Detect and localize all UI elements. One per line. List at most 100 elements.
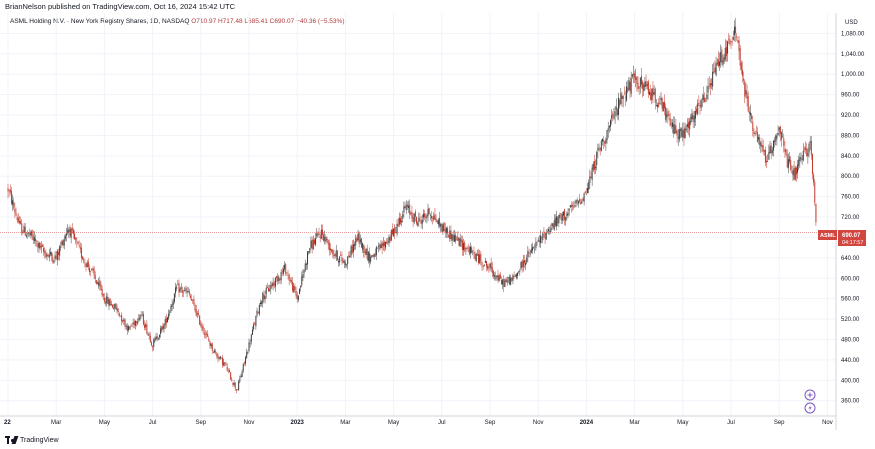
candle-body: [245, 357, 247, 364]
candle-body: [247, 352, 249, 354]
candle-body: [324, 236, 326, 241]
candle-body: [811, 154, 813, 175]
candle-body: [652, 87, 654, 97]
candle-body: [593, 161, 595, 170]
candle-body: [111, 304, 113, 308]
candle-body: [171, 304, 173, 308]
candle-body: [355, 238, 357, 246]
candle-body: [276, 276, 278, 278]
candle-body: [290, 280, 292, 282]
candle-body: [794, 167, 796, 180]
candle-body: [498, 275, 500, 282]
candle-body: [405, 205, 407, 211]
candle-body: [504, 280, 506, 287]
candle-body: [10, 190, 12, 204]
plus-circle-icon[interactable]: [804, 389, 816, 401]
candle-body: [279, 278, 281, 280]
symbol-legend: ASML Holding N.V. · New York Registry Sh…: [10, 18, 344, 25]
candle-body: [798, 159, 800, 166]
candle-body: [70, 229, 72, 238]
candle-body: [354, 244, 356, 246]
candle-body: [333, 255, 335, 257]
candle-body: [264, 295, 266, 300]
footer-brand[interactable]: TradingView: [5, 436, 59, 444]
candle-body: [390, 230, 392, 241]
candle-body: [39, 242, 41, 249]
candle-body: [323, 234, 325, 241]
x-tick-label: Sep: [485, 420, 496, 426]
candle-body: [235, 389, 237, 391]
candle-body: [584, 191, 586, 193]
candle-body: [564, 209, 566, 220]
candle-body: [382, 243, 384, 247]
candle-body: [122, 319, 124, 323]
candle-body: [311, 239, 313, 249]
candle-body: [482, 265, 484, 268]
candle-body: [699, 104, 701, 107]
candle-body: [338, 260, 340, 263]
candle-body: [380, 244, 382, 248]
candle-body: [784, 148, 786, 152]
candle-body: [362, 243, 364, 250]
candle-body: [550, 227, 552, 233]
lightning-circle-icon[interactable]: [804, 402, 816, 414]
candle-body: [670, 123, 672, 125]
candle-body: [329, 248, 331, 251]
candle-body: [698, 103, 700, 104]
candle-body: [377, 247, 379, 249]
candle-body: [215, 351, 217, 353]
candle-body: [186, 291, 188, 293]
candle-body: [748, 111, 750, 114]
candle-body: [220, 357, 222, 359]
candle-body: [118, 313, 120, 316]
candle-body: [119, 315, 121, 317]
candle-body: [662, 102, 664, 112]
candle-body: [218, 357, 220, 359]
candle-body: [328, 242, 330, 251]
candle-body: [491, 267, 493, 273]
chart-grid: [0, 13, 836, 416]
candle-body: [365, 249, 367, 256]
candle-body: [792, 170, 794, 176]
candle-body: [791, 172, 793, 174]
candle-body: [68, 229, 70, 232]
candle-body: [263, 294, 265, 300]
candle-body: [254, 323, 256, 325]
candle-body: [409, 204, 411, 215]
candle-body: [312, 239, 314, 250]
candle-body: [379, 244, 381, 250]
x-tick-label: Mar: [629, 420, 639, 426]
candle-body: [805, 147, 807, 150]
x-tick-label: Nov: [533, 420, 544, 426]
candle-body: [336, 250, 338, 261]
candle-body: [526, 257, 528, 263]
x-tick-label: Jul: [727, 420, 735, 426]
candle-body: [308, 251, 310, 252]
candle-body: [316, 233, 318, 237]
candle-body: [425, 216, 427, 219]
candle-body: [813, 174, 815, 183]
candle-body: [528, 252, 530, 254]
candle-body: [234, 382, 236, 389]
candle-body: [499, 274, 501, 279]
candle-body: [25, 234, 27, 237]
x-tick-label: 2024: [580, 420, 594, 426]
candle-body: [441, 224, 443, 232]
candle-body: [502, 279, 504, 285]
candle-body: [650, 92, 652, 100]
candle-body: [642, 81, 644, 89]
candle-body: [303, 270, 305, 274]
candle-body: [760, 142, 762, 147]
candle-body: [359, 239, 361, 243]
candle-body: [239, 378, 241, 382]
candle-body: [180, 286, 182, 290]
candle-body: [424, 213, 426, 218]
candle-body: [349, 255, 351, 258]
candle-body: [585, 194, 587, 195]
candle-body: [759, 137, 761, 145]
candle-body: [108, 299, 110, 306]
candle-body: [217, 355, 219, 359]
x-tick-label: Sep: [195, 420, 206, 426]
candle-body: [397, 224, 399, 227]
